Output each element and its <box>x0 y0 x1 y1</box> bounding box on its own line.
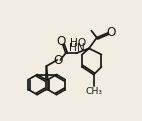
Text: O: O <box>53 54 63 67</box>
Text: HO: HO <box>70 38 86 48</box>
Text: O: O <box>57 35 66 48</box>
Text: CH₃: CH₃ <box>85 87 102 96</box>
Text: O: O <box>107 26 116 39</box>
Text: HN: HN <box>69 43 84 53</box>
